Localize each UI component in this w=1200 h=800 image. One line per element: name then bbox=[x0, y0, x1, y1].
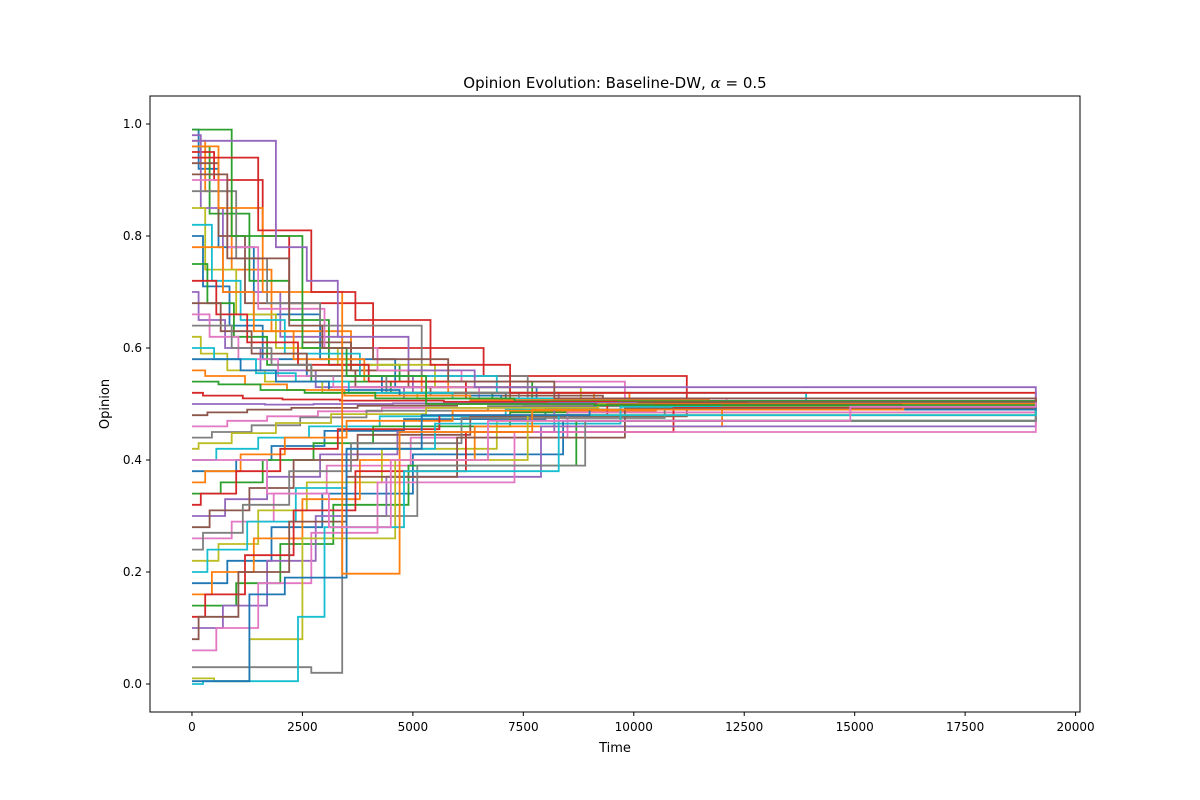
series-line bbox=[192, 179, 1037, 403]
series-line bbox=[192, 402, 1037, 596]
chart-title: Opinion Evolution: Baseline-DW, α = 0.5 bbox=[463, 74, 766, 92]
x-tick-label: 7500 bbox=[508, 720, 539, 734]
chart-title-suffix: = 0.5 bbox=[721, 74, 767, 92]
series-line bbox=[192, 402, 1037, 540]
y-tick-label: 0.2 bbox=[123, 565, 142, 579]
series-line bbox=[192, 128, 1037, 406]
x-tick-label: 2500 bbox=[287, 720, 318, 734]
series-line bbox=[192, 391, 1036, 404]
series-line bbox=[192, 369, 1036, 404]
x-tick-label: 17500 bbox=[946, 720, 984, 734]
y-tick-label: 0.6 bbox=[123, 341, 142, 355]
series-line bbox=[192, 402, 1037, 506]
x-axis-ticks: 0 2500 5000 7500 10000 12500 15000 17500 20000 bbox=[188, 712, 1095, 734]
series-line bbox=[192, 156, 1037, 403]
plot-frame bbox=[149, 95, 1081, 713]
x-tick-label: 5000 bbox=[398, 720, 429, 734]
y-tick-label: 0.8 bbox=[123, 229, 142, 243]
series-line bbox=[192, 402, 1037, 529]
series-line bbox=[192, 402, 1037, 629]
y-tick-label: 0.4 bbox=[123, 453, 142, 467]
x-tick-label: 20000 bbox=[1056, 720, 1094, 734]
y-tick-label: 0.0 bbox=[123, 677, 142, 691]
x-tick-label: 10000 bbox=[615, 720, 653, 734]
series-line bbox=[192, 402, 1037, 495]
y-tick-label: 1.0 bbox=[123, 117, 142, 131]
series-line bbox=[192, 173, 1037, 403]
chart-title-text: Opinion Evolution: Baseline-DW, bbox=[463, 74, 710, 92]
x-tick-label: 0 bbox=[188, 720, 196, 734]
series-line bbox=[192, 402, 1037, 406]
series-lines bbox=[192, 128, 1037, 685]
series-line bbox=[192, 139, 1037, 403]
x-tick-label: 15000 bbox=[836, 720, 874, 734]
chart-title-symbol: α bbox=[711, 74, 721, 92]
x-axis-label: Time bbox=[598, 741, 631, 756]
x-tick-label: 12500 bbox=[725, 720, 763, 734]
y-axis-label: Opinion bbox=[98, 379, 113, 429]
y-axis-ticks: 0.0 0.2 0.4 0.6 0.8 1.0 bbox=[123, 117, 150, 691]
series-line bbox=[192, 402, 1037, 428]
